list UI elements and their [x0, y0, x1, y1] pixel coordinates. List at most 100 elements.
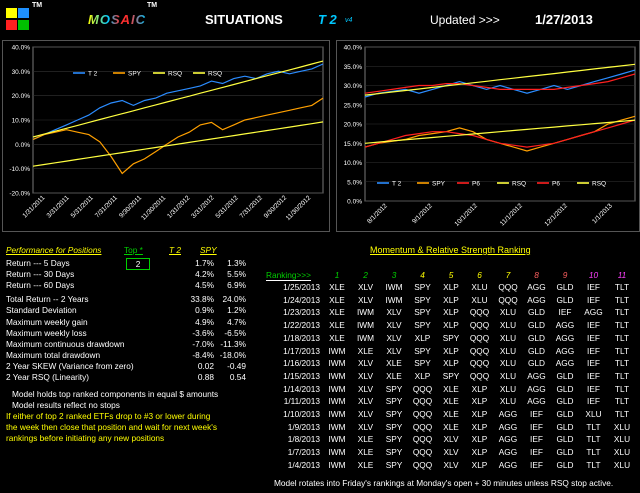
ranking-row: 1/4/2013 IWM XLE SPY QQQ XLV XLP AGG IEF GLD TLT XL… — [262, 460, 636, 471]
ranking-cell: XLV — [443, 434, 459, 445]
series-line-rsq — [364, 63, 636, 96]
rank-column-5: 5 — [448, 270, 454, 280]
ranking-cell: XLE — [357, 345, 374, 356]
performance-title: Performance for Positions — [6, 245, 102, 255]
ranking-cell: IWM — [328, 434, 346, 445]
ranking-cell: TLT — [586, 421, 601, 432]
top-value-box[interactable]: 2 — [126, 258, 150, 270]
ranking-cell: SPY — [414, 307, 431, 318]
note-line-1: Model holds top ranked components in equ… — [12, 389, 219, 399]
ranking-cell: GLD — [556, 447, 574, 458]
ranking-cell: IEF — [587, 383, 600, 394]
ranking-cell: XLV — [386, 320, 402, 331]
y-tick-label: -10.0% — [9, 166, 30, 173]
ranking-cell: SPY — [414, 345, 431, 356]
ranking-cell: SPY — [385, 434, 403, 445]
ranking-cell: XLU — [471, 282, 488, 292]
series-line-p6 — [364, 73, 636, 94]
ranking-cell: IWM — [328, 383, 346, 394]
ranking-cell: GLD — [556, 294, 574, 305]
ranking-cell: XLU — [613, 421, 631, 432]
ranking-cell: XLP — [471, 421, 488, 432]
metric-value-t2: -3.6% — [192, 327, 214, 338]
y-tick-label: 40.0% — [12, 45, 31, 52]
ranking-cell: QQQ — [412, 409, 433, 419]
series-line-rsq — [32, 121, 324, 167]
legend-label: SPY — [128, 71, 142, 78]
performance-row: Return --- 30 Days 4.2% 5.5% — [6, 269, 246, 280]
model-notes: Model holds top ranked components in equ… — [12, 389, 218, 411]
ranking-cell: XLU — [499, 370, 517, 381]
logo-square-red — [6, 20, 17, 30]
model-name: T 2 — [318, 12, 337, 27]
ranking-row: 1/10/2013 IWM XLV SPY QQQ XLE XLP AGG IEF GLD XLU T… — [262, 409, 636, 420]
ranking-cell: XLP — [471, 383, 488, 394]
ranking-cell: IEF — [530, 409, 543, 419]
warning-text: If either of top 2 ranked ETFs drop to #… — [6, 411, 217, 444]
y-tick-label: 10.0% — [344, 160, 363, 167]
ranking-cell: XLP — [443, 358, 459, 369]
performance-row: Maximum continuous drawdown -7.0% -11.3% — [6, 338, 246, 350]
ranking-cell: XLV — [357, 370, 374, 381]
ranking-row: 1/16/2013 IWM XLV XLE SPY XLP QQQ XLU GLD AGG IEF T… — [262, 358, 636, 369]
ranking-date: 1/15/2013 — [283, 370, 320, 381]
metric-label: Maximum total drawdown — [6, 349, 101, 360]
rank-column-8: 8 — [534, 270, 539, 280]
rank-column-3: 3 — [391, 270, 397, 280]
ranking-cell: XLU — [613, 447, 631, 458]
ranking-row: 1/22/2013 XLE IWM XLV SPY XLP QQQ XLU GLD AGG IEF T… — [262, 320, 636, 331]
ranking-cell: XLE — [357, 434, 374, 445]
ranking-header-label: Ranking>>> — [266, 270, 311, 281]
ranking-cell: SPY — [442, 332, 460, 343]
ranking-date: 1/8/2013 — [287, 434, 320, 445]
ranking-cell: AGG — [527, 383, 546, 394]
warning-line-2: the week then close that position and wa… — [6, 422, 217, 432]
y-tick-label: 15.0% — [344, 141, 363, 148]
ranking-cell: QQQ — [469, 320, 490, 331]
ranking-cell: XLP — [443, 282, 459, 292]
ranking-cell: XLU — [499, 320, 517, 331]
metric-value-spy: 0.54 — [229, 372, 246, 382]
warning-line-1: If either of top 2 ranked ETFs drop to #… — [6, 411, 211, 421]
ranking-cell: AGG — [555, 332, 575, 343]
ranking-cell: IWM — [328, 345, 346, 356]
x-tick-label: 5/31/2012 — [214, 194, 240, 220]
series-line-rsq — [32, 60, 324, 138]
ranking-cell: XLV — [357, 409, 374, 419]
ranking-cell: XLP — [443, 294, 459, 305]
ranking-cell: XLP — [471, 459, 488, 470]
y-tick-label: 5.0% — [347, 179, 362, 186]
ranking-cell: IEF — [587, 320, 600, 331]
ranking-cell: GLD — [527, 345, 546, 356]
y-tick-label: 35.0% — [344, 64, 363, 71]
ranking-date: 1/23/2013 — [283, 307, 320, 318]
legend-label: T 2 — [88, 71, 98, 78]
ranking-cell: GLD — [556, 370, 574, 381]
ranking-cell: AGG — [584, 307, 603, 318]
x-tick-label: 9/1/2012 — [411, 202, 434, 225]
x-tick-label: 11/1/2012 — [499, 202, 524, 227]
ranking-cell: GLD — [527, 307, 546, 318]
metric-value-spy: 1.2% — [227, 305, 246, 316]
ranking-cell: XLE — [357, 447, 374, 458]
metric-label: Maximum continuous drawdown — [6, 338, 125, 349]
ranking-cell: XLV — [386, 332, 402, 343]
ranking-cell: AGG — [527, 282, 546, 292]
ranking-cell: SPY — [385, 447, 403, 458]
series-line-spy — [32, 97, 324, 175]
metric-label: 2 Year SKEW (Variance from zero) — [6, 360, 134, 371]
ranking-cell: TLT — [586, 459, 601, 470]
ranking-cell: QQQ — [469, 370, 490, 381]
ranking-row: 1/17/2013 IWM XLE XLV SPY XLP QQQ XLU GLD AGG IEF T… — [262, 346, 636, 357]
col-header-t2: T 2 — [169, 245, 181, 255]
logo-square-blue — [18, 8, 29, 18]
ranking-cell: XLE — [443, 383, 459, 394]
ranking-cell: QQQ — [412, 447, 433, 458]
ranking-cell: XLE — [386, 370, 402, 381]
rank-column-11: 11 — [617, 270, 627, 280]
ranking-cell: XLV — [443, 459, 459, 470]
ranking-cell: QQQ — [412, 459, 433, 470]
ranking-cell: XLV — [357, 282, 374, 292]
ranking-date: 1/17/2013 — [283, 345, 320, 356]
x-tick-label: 7/31/2011 — [94, 194, 119, 219]
